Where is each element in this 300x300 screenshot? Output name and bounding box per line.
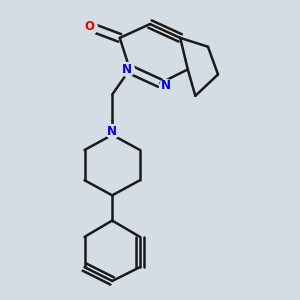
Text: N: N — [161, 79, 171, 92]
Text: N: N — [107, 124, 117, 138]
Text: O: O — [85, 20, 94, 33]
Text: N: N — [122, 63, 132, 76]
